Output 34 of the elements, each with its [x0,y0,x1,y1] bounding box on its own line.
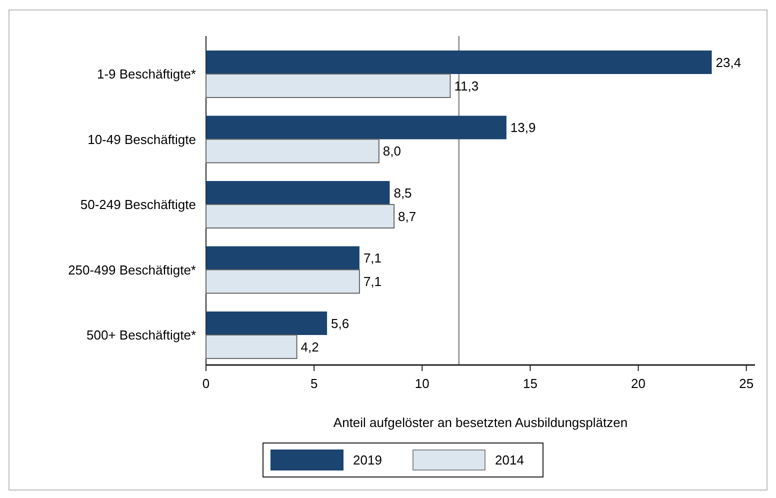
data-label: 4,2 [300,339,319,354]
data-label: 13,9 [510,120,536,136]
text: 2014 [495,452,524,468]
bar [206,181,390,204]
bar [206,204,395,228]
y-tick-label: 10-49 Beschäftigte [88,132,196,147]
data-label: 8,0 [382,144,401,159]
bar [206,312,328,335]
x-tick-label: 10 [414,376,430,391]
x-tick-label: 5 [310,376,318,391]
y-tick-label: 50-249 Beschäftigte [80,197,196,212]
bar [206,269,360,294]
data-label: 23,4 [716,54,742,70]
y-tick-label: 1-9 Beschäftigte* [96,66,196,82]
bar [206,116,506,140]
y-tick-label: 500+ Beschäftigte* [86,328,196,343]
bar [206,246,360,270]
y-tick-label: 250-499 Beschäftigte* [68,262,196,278]
x-tick-label: 20 [631,376,646,391]
bar [206,74,451,98]
bar [206,334,298,359]
bar [206,138,380,164]
data-label: 8,5 [394,185,412,200]
x-axis-title: Anteil aufgelöster an besetzten Ausbildungsplätzen [333,415,628,430]
x-tick-label: 25 [739,376,754,391]
x-tick-label: 0 [202,376,210,391]
text: 2019 [353,452,382,468]
data-label: 8,7 [398,208,416,224]
x-tick-label: 15 [522,376,538,391]
data-label: 11,3 [454,78,479,94]
data-label: 5,6 [331,316,350,331]
bar [206,50,712,74]
data-label: 7,1 [363,274,382,290]
data-label: 7,1 [363,250,382,266]
